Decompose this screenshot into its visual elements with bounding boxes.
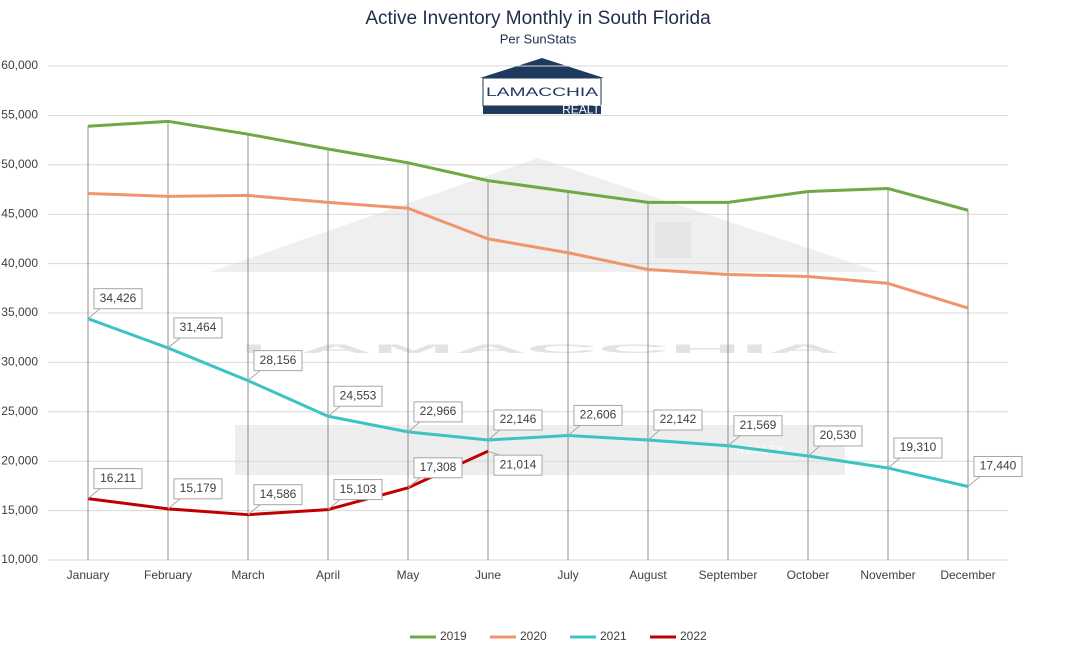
data-label-box [733, 415, 783, 437]
data-label-pointer [167, 337, 181, 349]
data-label: 19,310 [900, 440, 937, 454]
data-label-pointer [647, 429, 661, 441]
data-label-box [813, 425, 863, 447]
y-tick-label: 50,000 [1, 157, 38, 171]
logo-roof [480, 58, 604, 78]
x-tick-label: July [557, 568, 578, 582]
data-label-box [173, 317, 223, 339]
data-label-box [333, 479, 383, 501]
y-tick-label: 45,000 [1, 206, 38, 220]
data-label-pointer [727, 435, 741, 447]
data-label-pointer [487, 429, 501, 441]
data-label-pointer [87, 488, 101, 500]
logo-name: LAMACCHIA [486, 85, 598, 99]
legend-label: 2020 [520, 629, 547, 643]
y-tick-label: 20,000 [1, 453, 38, 467]
data-label: 17,440 [980, 459, 1017, 473]
data-label-box [253, 350, 303, 372]
y-tick-label: 55,000 [1, 108, 38, 122]
data-label: 17,308 [420, 460, 457, 474]
data-label-box [573, 404, 623, 426]
data-label: 14,586 [260, 487, 297, 501]
x-tick-label: May [397, 568, 420, 582]
data-label-pointer [327, 499, 341, 510]
data-label-box [93, 468, 143, 490]
data-label: 28,156 [260, 353, 297, 367]
x-tick-label: September [699, 568, 758, 582]
data-label: 34,426 [100, 291, 137, 305]
data-label: 16,211 [100, 471, 136, 485]
data-label-pointer [87, 308, 101, 320]
x-tick-label: June [475, 568, 501, 582]
data-label-pointer [327, 405, 341, 417]
data-label-pointer [567, 425, 581, 436]
watermark-roof [210, 158, 880, 272]
x-tick-label: December [940, 568, 995, 582]
watermark-window [655, 222, 691, 258]
y-tick-label: 40,000 [1, 256, 38, 270]
y-tick-label: 15,000 [1, 503, 38, 517]
data-label-pointer [407, 477, 421, 489]
chart-subtitle: Per SunStats [500, 31, 577, 46]
data-label: 21,569 [740, 418, 777, 432]
y-tick-label: 10,000 [1, 552, 38, 566]
watermark: LAMACCHIA REALTY [210, 158, 880, 475]
data-label-box [173, 478, 223, 500]
data-label-box [253, 484, 303, 506]
y-tick-label: 25,000 [1, 404, 38, 418]
data-label-pointer [887, 457, 901, 469]
data-label-pointer [167, 498, 181, 510]
data-label-pointer [807, 445, 821, 457]
legend-label: 2022 [680, 629, 707, 643]
data-label-pointer [487, 450, 501, 456]
logo-band [483, 106, 601, 114]
logo-tagline: REALTY [562, 103, 608, 117]
series-line [87, 317, 969, 488]
logo: LAMACCHIA REALTY [480, 58, 608, 117]
x-tick-label: February [144, 568, 192, 582]
logo-box [482, 77, 602, 107]
data-label: 24,553 [340, 388, 377, 402]
data-label: 15,103 [340, 482, 377, 496]
y-tick-label: 30,000 [1, 355, 38, 369]
data-label-pointer [247, 370, 261, 382]
legend-label: 2019 [440, 629, 467, 643]
x-tick-label: August [629, 568, 667, 582]
x-tick-label: January [67, 568, 110, 582]
chart-title: Active Inventory Monthly in South Florid… [365, 8, 711, 29]
data-label: 20,530 [820, 428, 857, 442]
series-line [87, 191, 969, 310]
x-tick-label: October [787, 568, 830, 582]
x-tick-label: March [231, 568, 264, 582]
data-label-box [493, 409, 543, 431]
data-label-box [413, 457, 463, 479]
data-label-pointer [407, 421, 421, 433]
legend-label: 2021 [600, 629, 627, 643]
data-label-box [333, 385, 383, 407]
data-label: 15,179 [180, 481, 217, 495]
x-tick-label: April [316, 568, 340, 582]
y-tick-label: 60,000 [1, 58, 38, 72]
data-label-box [493, 454, 543, 476]
data-label: 22,146 [500, 412, 537, 426]
data-label-box [653, 409, 703, 431]
data-label-pointer [967, 476, 981, 487]
data-label: 22,966 [420, 404, 457, 418]
x-tick-label: November [860, 568, 915, 582]
data-label-box [893, 437, 943, 459]
data-label: 22,142 [660, 412, 697, 426]
y-tick-label: 35,000 [1, 305, 38, 319]
series-line [87, 449, 489, 517]
data-label-pointer [247, 504, 261, 516]
data-label-box [93, 288, 143, 310]
watermark-name: LAMACCHIA [240, 342, 843, 356]
data-label: 22,606 [580, 408, 617, 422]
data-label: 21,014 [500, 457, 537, 471]
series-line [87, 119, 969, 212]
data-label-box [413, 401, 463, 423]
data-label-box [973, 455, 1023, 477]
data-label: 31,464 [180, 320, 217, 334]
